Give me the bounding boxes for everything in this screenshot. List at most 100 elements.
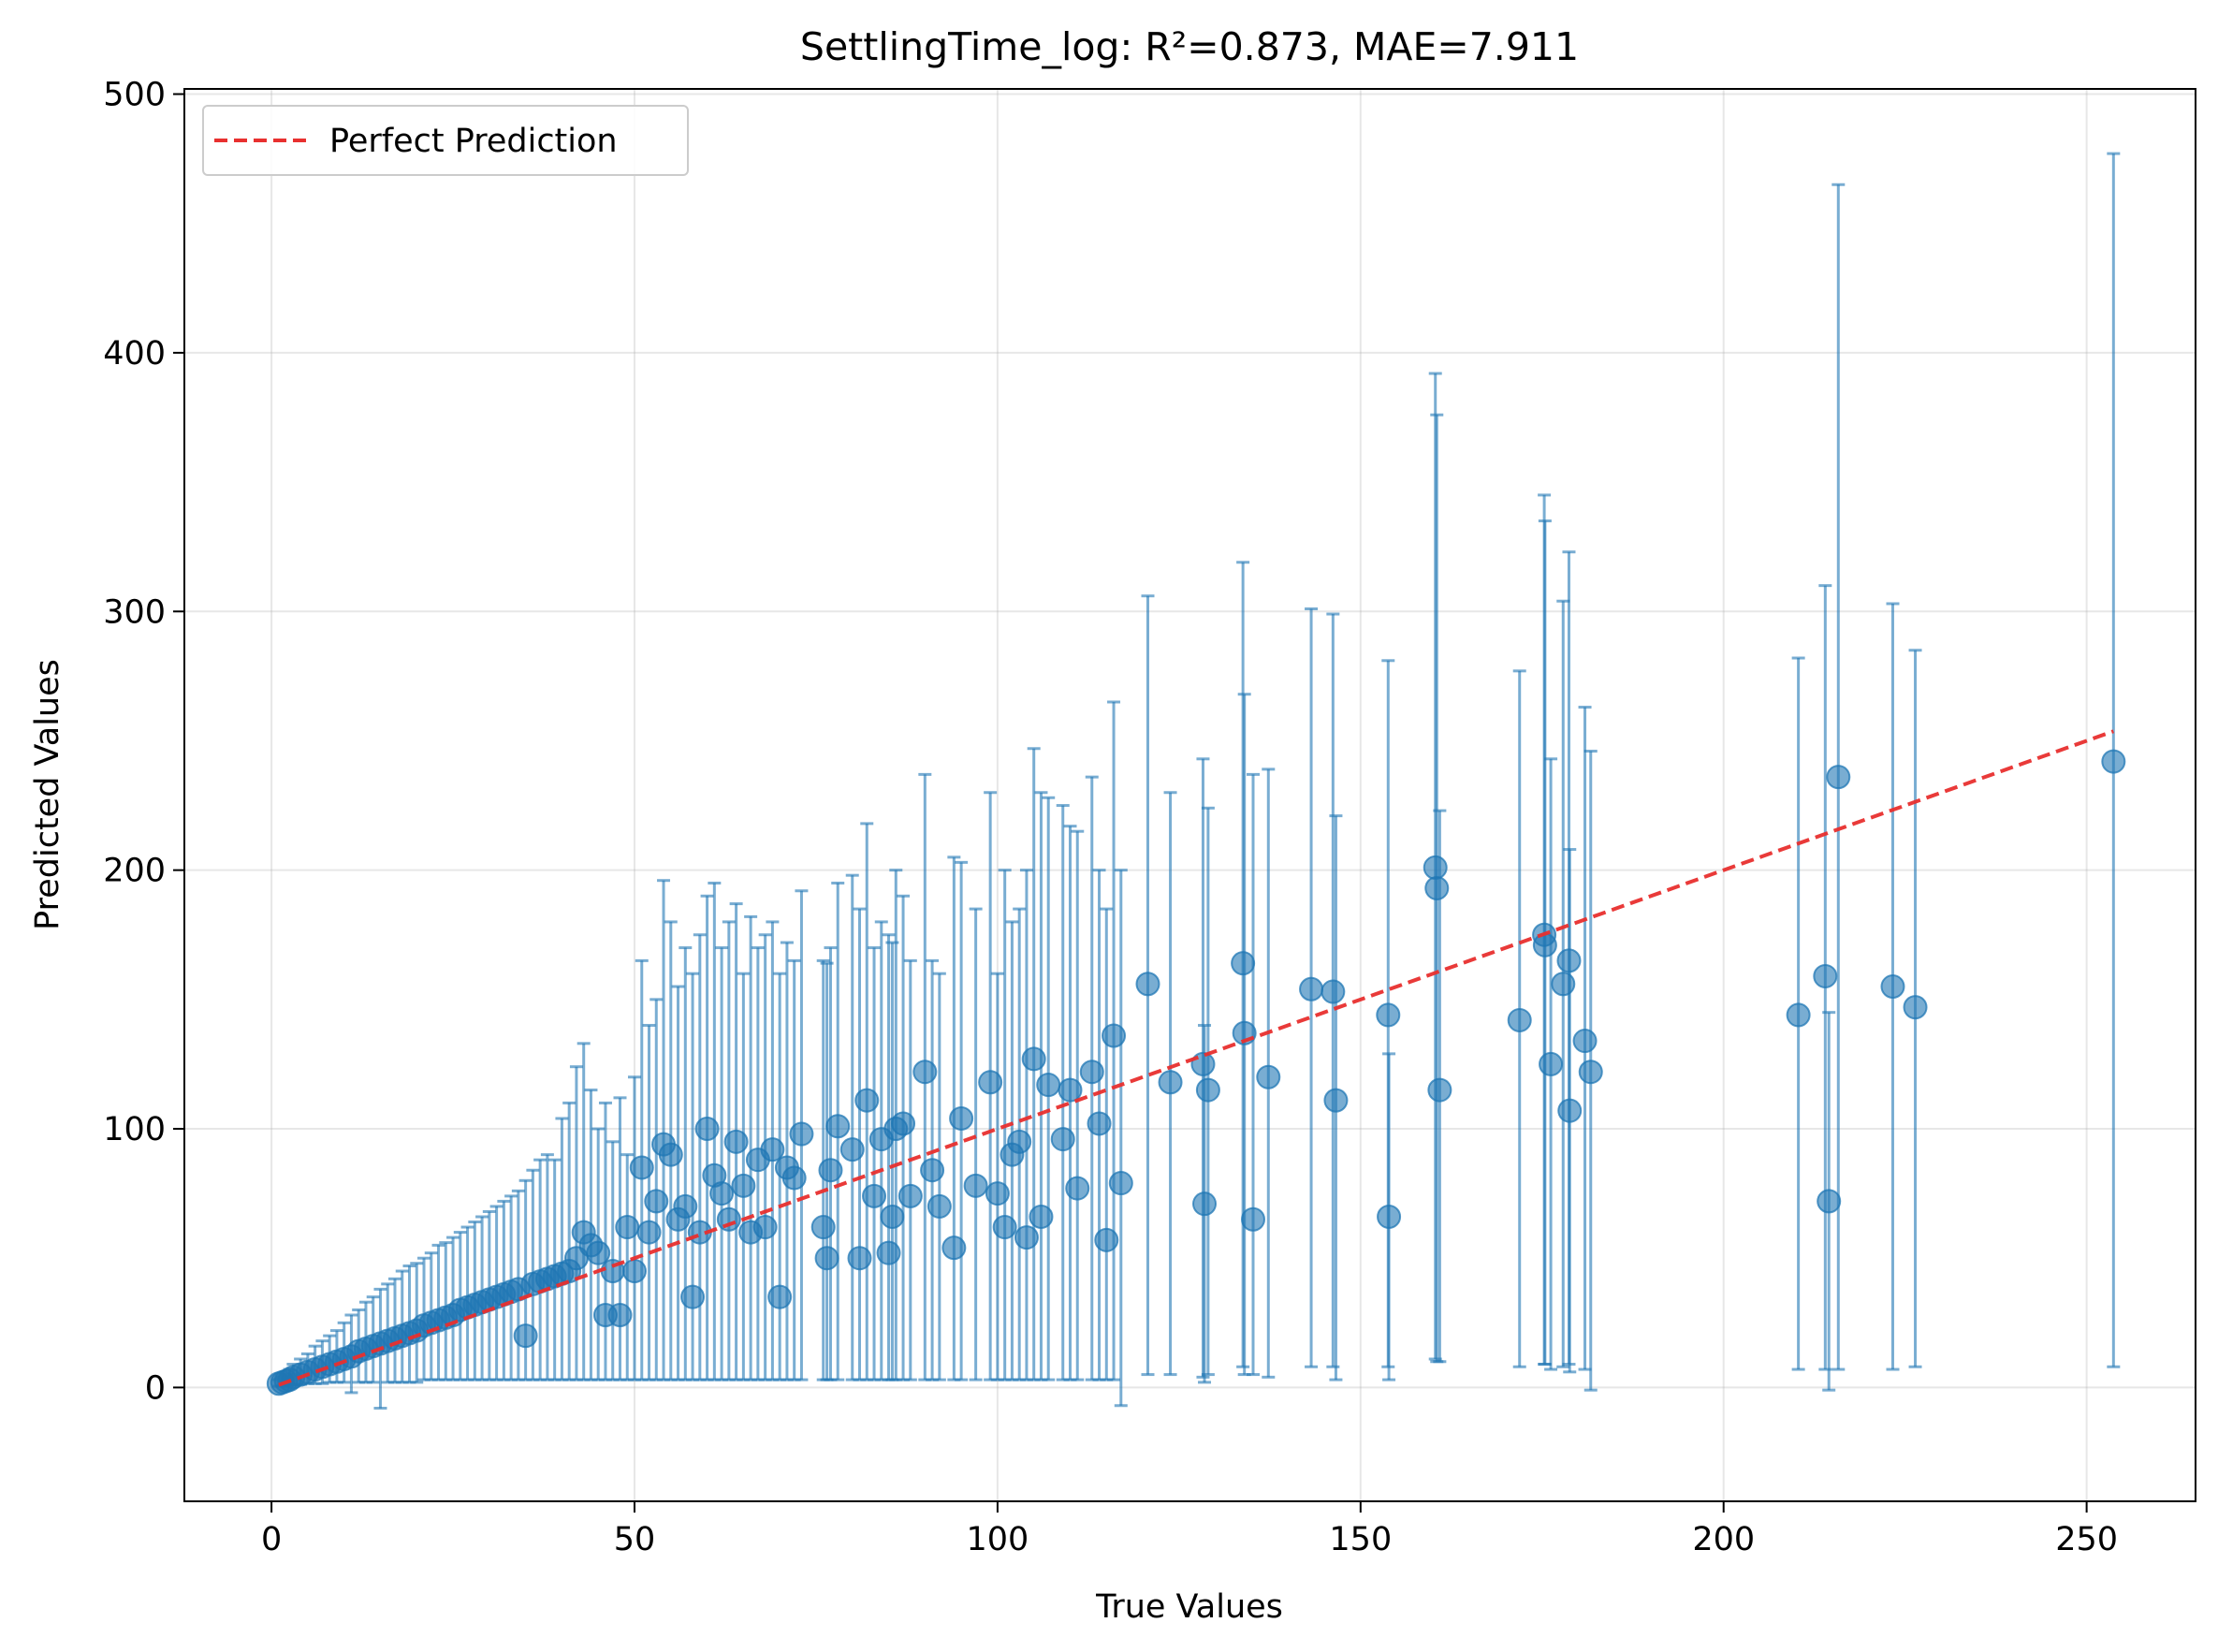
data-point (1231, 951, 1256, 976)
data-point (978, 1070, 1003, 1095)
data-point (1256, 1064, 1281, 1089)
data-point (949, 1105, 974, 1131)
data-point (694, 1117, 720, 1142)
data-point (622, 1259, 648, 1284)
y-tick-label: 300 (103, 593, 166, 631)
data-point (731, 1173, 756, 1198)
data-point (1240, 1206, 1265, 1232)
data-point (1551, 972, 1576, 997)
plot-frame (183, 88, 2196, 1502)
data-point (862, 1183, 887, 1208)
data-point (1826, 765, 1851, 790)
data-point (760, 1137, 785, 1162)
reference-line-layer (278, 729, 2115, 1387)
data-point (1058, 1077, 1083, 1103)
data-point (1007, 1129, 1032, 1154)
data-point (1903, 995, 1928, 1020)
data-point (615, 1215, 640, 1240)
data-point (891, 1111, 916, 1136)
data-point (586, 1240, 611, 1265)
data-point (1556, 948, 1582, 973)
data-point (1087, 1111, 1112, 1136)
data-point (1036, 1073, 1061, 1098)
data-point (1079, 1060, 1104, 1085)
data-point (1065, 1176, 1090, 1201)
data-point (607, 1303, 633, 1328)
data-point (1135, 972, 1160, 997)
x-tick-label: 250 (2055, 1521, 2118, 1558)
data-point (963, 1173, 988, 1198)
data-point (847, 1246, 872, 1271)
data-point (1557, 1098, 1583, 1123)
data-point (839, 1137, 865, 1162)
data-point (1299, 976, 1324, 1001)
legend: Perfect Prediction (202, 105, 689, 176)
data-point (810, 1215, 836, 1240)
data-point (629, 1155, 654, 1180)
data-point (814, 1246, 839, 1271)
data-point (781, 1165, 807, 1191)
data-point (854, 1088, 880, 1113)
data-point (1424, 875, 1450, 900)
data-point (789, 1121, 814, 1147)
data-point (752, 1215, 778, 1240)
chart-title: SettlingTime_log: R²=0.873, MAE=7.911 (800, 24, 1579, 69)
x-tick-label: 100 (967, 1521, 1029, 1558)
data-point (709, 1181, 735, 1206)
data-point (1507, 1007, 1532, 1032)
data-point (1029, 1204, 1054, 1229)
data-point (876, 1240, 901, 1265)
data-point (1578, 1060, 1603, 1085)
data-point (644, 1189, 669, 1214)
y-axis-ticks: 0 100 200 300 400 500 (103, 77, 184, 1407)
data-point (1323, 1088, 1349, 1113)
data-point (1786, 1002, 1811, 1028)
data-point (680, 1284, 706, 1309)
y-tick-label: 500 (103, 77, 166, 114)
data-point (941, 1235, 967, 1261)
y-tick-label: 200 (103, 853, 166, 890)
data-point (985, 1181, 1010, 1206)
data-point (1377, 1204, 1402, 1229)
data-point (1376, 1002, 1401, 1028)
x-axis-ticks: 0 50 100 150 200 250 (261, 1501, 2118, 1558)
x-tick-label: 150 (1329, 1521, 1392, 1558)
data-point (897, 1183, 923, 1208)
data-point (927, 1193, 952, 1219)
data-point (1423, 855, 1448, 880)
data-point (767, 1284, 793, 1309)
data-point (920, 1158, 945, 1183)
data-point (1108, 1171, 1133, 1196)
x-tick-label: 0 (261, 1521, 282, 1558)
y-tick-label: 0 (145, 1369, 166, 1407)
data-point (912, 1060, 938, 1085)
data-point (673, 1193, 698, 1219)
data-point (1321, 979, 1346, 1004)
data-point (1539, 1051, 1564, 1076)
data-point (825, 1114, 851, 1139)
data-point (658, 1142, 683, 1167)
data-point (1021, 1046, 1046, 1072)
perfect-prediction-line (278, 729, 2115, 1387)
data-point (1817, 1189, 1842, 1214)
data-point (1014, 1225, 1039, 1250)
y-tick-label: 400 (103, 335, 166, 373)
data-point (636, 1220, 662, 1245)
data-point (1572, 1029, 1598, 1054)
data-point (723, 1129, 749, 1154)
grid-lines (184, 89, 2196, 1501)
data-point (1102, 1023, 1127, 1048)
data-point (716, 1206, 741, 1232)
y-tick-label: 100 (103, 1111, 166, 1148)
data-point (2101, 749, 2126, 774)
data-point (880, 1204, 905, 1229)
data-point (1532, 932, 1557, 958)
data-point (1050, 1127, 1075, 1152)
x-tick-label: 50 (614, 1521, 656, 1558)
data-point (1192, 1191, 1218, 1217)
y-axis-label: Predicted Values (29, 659, 66, 930)
data-point (513, 1323, 538, 1349)
data-point (1094, 1227, 1119, 1252)
data-point (818, 1158, 843, 1183)
